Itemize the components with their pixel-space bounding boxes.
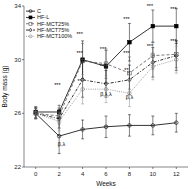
y-tick-label: 34	[14, 3, 21, 9]
legend-marker	[29, 16, 32, 19]
annotation: β,λ,λ	[100, 91, 112, 97]
y-tick	[22, 59, 24, 60]
x-tick-label: 10	[150, 171, 157, 177]
error-bar	[105, 116, 108, 137]
point	[128, 124, 132, 128]
error-bar	[151, 116, 154, 135]
series	[34, 108, 178, 154]
point	[174, 121, 178, 125]
annotation: ***	[100, 63, 107, 69]
legend-marker	[29, 22, 32, 25]
annotation: ***	[147, 43, 154, 49]
legend-line	[26, 23, 35, 24]
x-axis-label: Weeks	[96, 180, 116, 187]
point	[34, 112, 38, 116]
axes: 22 26 30 34 0 2 4 6 8 10 12 Weeks Body mass (g)	[1, 3, 188, 187]
series-line	[36, 26, 177, 112]
legend-label: C	[37, 8, 41, 14]
y-tick-label: 30	[14, 57, 21, 63]
y-axis-label: Body mass (g)	[1, 66, 9, 108]
point	[81, 128, 85, 132]
error-bar	[175, 46, 178, 73]
y-tick	[22, 6, 24, 7]
annotation: ***	[147, 3, 154, 9]
annotation: **	[124, 67, 129, 73]
x-tick-label: 12	[173, 171, 180, 177]
annotation: ***	[170, 38, 177, 44]
y-tick-label: 26	[14, 110, 21, 116]
annotation: ***	[123, 16, 130, 22]
point	[57, 120, 61, 124]
annotation: **	[78, 78, 83, 84]
x-tick	[106, 167, 107, 169]
error-bar	[81, 120, 84, 139]
x-tick	[129, 167, 130, 169]
y-tick	[22, 167, 24, 168]
series-line	[36, 56, 177, 119]
point	[151, 124, 155, 128]
x-tick	[59, 167, 60, 169]
point	[151, 65, 155, 69]
x-tick	[176, 167, 177, 169]
series	[34, 46, 178, 131]
annotation: ***	[100, 46, 107, 52]
error-bar	[128, 115, 131, 136]
point	[104, 125, 108, 129]
point	[128, 40, 132, 44]
point	[151, 24, 155, 28]
error-bar	[151, 10, 154, 42]
legend-label: HF-L	[37, 14, 49, 20]
x-tick	[152, 167, 153, 169]
chart: 22263034024681012WeeksBody mass (g)*****…	[0, 0, 193, 189]
legend: CHF-LHF-MCT25%HF-MCT75%HF-MCT100%	[26, 8, 72, 39]
annotation: β,λ	[126, 94, 134, 100]
y-tick	[22, 113, 24, 114]
error-bar	[34, 108, 37, 119]
x-tick-label: 8	[128, 171, 132, 177]
legend-line	[26, 11, 35, 12]
series-line	[36, 54, 177, 116]
annotation: ***	[54, 82, 61, 88]
annotations: *************************************β,λ…	[54, 3, 177, 147]
annotation: ***	[76, 50, 83, 56]
annotation: β,λ	[58, 141, 66, 147]
error-bar	[151, 53, 154, 80]
error-bar	[105, 76, 108, 103]
legend-line	[26, 30, 35, 31]
series-line	[36, 60, 177, 122]
x-tick-label: 0	[34, 171, 38, 177]
annotation: ***	[170, 6, 177, 12]
x-tick	[35, 167, 36, 169]
point	[174, 58, 178, 62]
legend-marker	[29, 10, 32, 13]
legend-line	[26, 36, 35, 37]
x-tick-label: 4	[81, 171, 85, 177]
plot-area	[34, 9, 178, 154]
y-axis-line	[24, 6, 25, 167]
series	[34, 41, 178, 124]
point	[81, 87, 85, 91]
series	[34, 41, 178, 128]
series	[34, 9, 178, 119]
legend-marker	[29, 28, 32, 32]
point	[57, 134, 61, 138]
x-tick-label: 6	[104, 171, 108, 177]
annotation: ***	[76, 31, 83, 37]
error-bar	[58, 112, 61, 131]
y-tick-label: 22	[14, 164, 21, 170]
legend-label: HF-MCT100%	[37, 33, 72, 39]
legend-marker	[29, 35, 32, 38]
x-tick	[82, 167, 83, 169]
annotation: ***	[123, 50, 130, 56]
x-tick-label: 2	[57, 171, 61, 177]
legend-label: HF-MCT25%	[37, 21, 69, 27]
error-bar	[175, 113, 178, 132]
point	[174, 24, 178, 28]
legend-label: HF-MCT75%	[37, 27, 69, 33]
